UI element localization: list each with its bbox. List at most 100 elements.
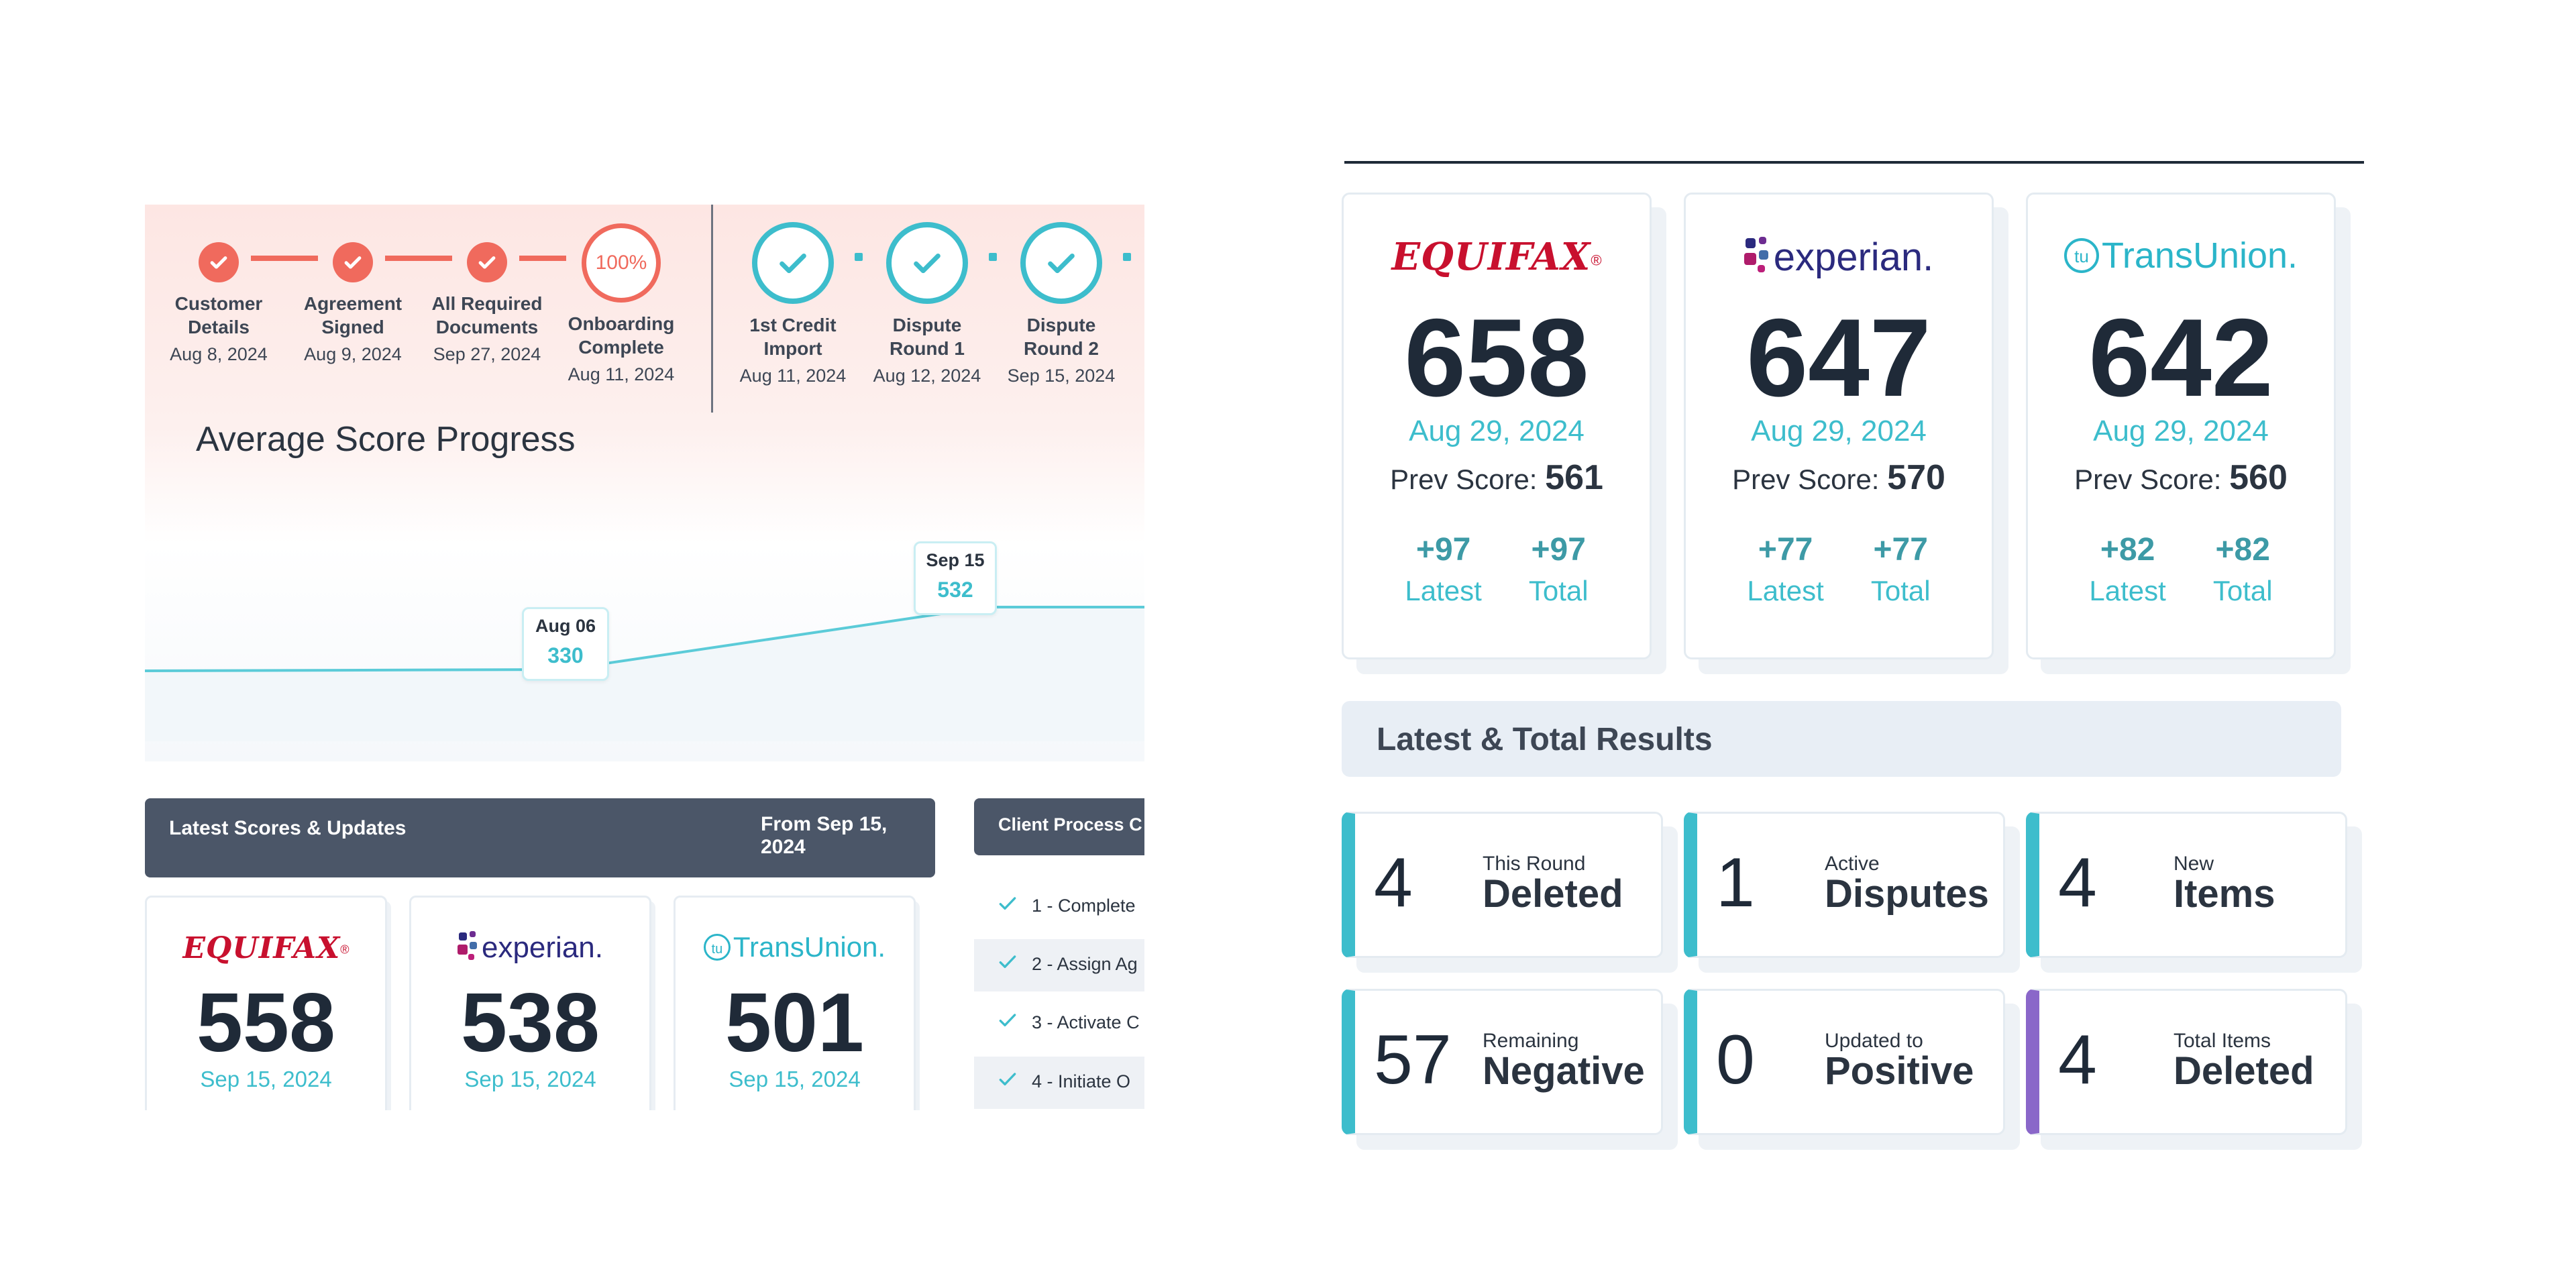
tooltip-value: 532 xyxy=(937,578,973,602)
credit-score: 501 xyxy=(725,977,864,1069)
left-dashboard-panel: Customer Details Aug 8, 2024 Agreement S… xyxy=(145,205,1144,1110)
score-date: Aug 29, 2024 xyxy=(1751,415,1927,447)
result-card-updated-to-positive[interactable]: 0 Updated to Positive xyxy=(1684,989,2005,1135)
timeline-divider xyxy=(711,205,713,413)
timeline-connector xyxy=(385,256,452,261)
timeline-step-dispute-round-1[interactable]: Dispute Round 1 Aug 12, 2024 xyxy=(860,217,994,386)
timeline-step-customer-details[interactable]: Customer Details Aug 8, 2024 xyxy=(152,217,286,365)
chart-tooltip: Aug 06 330 xyxy=(522,607,609,681)
check-icon xyxy=(999,897,1016,910)
previous-score: Prev Score: 570 xyxy=(1732,458,1945,497)
check-icon xyxy=(1020,222,1102,304)
step-date: Sep 15, 2024 xyxy=(1007,366,1116,386)
step-label: Customer Details xyxy=(174,293,263,337)
score-card-transunion[interactable]: tu TransUnion. 501 Sep 15, 2024 xyxy=(674,896,916,1110)
client-process-title: Client Process C xyxy=(998,814,1142,835)
client-process-item[interactable]: 4 - Initiate O xyxy=(974,1057,1144,1109)
latest-scores-title: Latest Scores & Updates xyxy=(169,817,407,839)
result-value: 4 xyxy=(2058,1021,2097,1099)
step-label: All Required Documents xyxy=(431,293,543,337)
step-label: Onboarding Complete xyxy=(568,313,675,358)
score-card-experian[interactable]: experian. 538 Sep 15, 2024 xyxy=(409,896,651,1110)
result-card-active-disputes[interactable]: 1 Active Disputes xyxy=(1684,812,2005,958)
result-sublabel: Updated to xyxy=(1825,1030,1923,1052)
score-changes: +77 Latest +77 Total xyxy=(1686,531,1992,607)
result-value: 4 xyxy=(2058,844,2097,922)
equifax-logo: EQUIFAX® xyxy=(182,931,350,965)
score-date: Sep 15, 2024 xyxy=(200,1067,332,1091)
bureau-score: 658 xyxy=(1404,296,1589,419)
equifax-logo: EQUIFAX® xyxy=(1391,235,1602,279)
step-date: Aug 11, 2024 xyxy=(568,364,675,384)
timeline-dot xyxy=(989,253,997,261)
check-icon xyxy=(999,1014,1016,1026)
result-card-total-items-deleted[interactable]: 4 Total Items Deleted xyxy=(2026,989,2347,1135)
tooltip-value: 330 xyxy=(547,643,584,667)
bureau-score: 647 xyxy=(1746,296,1931,419)
latest-change: +82 Latest xyxy=(2089,532,2166,606)
result-card-this-round-deleted[interactable]: 4 This Round Deleted xyxy=(1342,812,1663,958)
step-date: Aug 12, 2024 xyxy=(873,366,981,386)
check-icon xyxy=(752,222,834,304)
bureau-score: 642 xyxy=(2088,296,2273,419)
result-value: 0 xyxy=(1716,1021,1755,1099)
check-icon xyxy=(467,242,507,282)
timeline-step-dispute-round-2[interactable]: Dispute Round 2 Sep 15, 2024 xyxy=(994,217,1128,386)
timeline-step-onboarding-complete[interactable]: 100% Onboarding Complete Aug 11, 2024 xyxy=(554,217,688,385)
check-icon xyxy=(333,242,373,282)
timeline-dot xyxy=(1123,253,1131,261)
chart-area-fill xyxy=(145,607,1144,741)
tooltip-date: Aug 06 xyxy=(535,616,596,636)
average-score-chart: Average Score Progress Aug 06 330 Sep 15… xyxy=(145,420,1144,761)
step-date: Aug 9, 2024 xyxy=(304,344,402,364)
experian-dots-icon xyxy=(457,931,482,965)
step-label: Agreement Signed xyxy=(303,293,402,337)
bureau-card-equifax[interactable]: EQUIFAX® 658 Aug 29, 2024 Prev Score: 56… xyxy=(1342,193,1652,659)
result-sublabel: Active xyxy=(1825,853,1880,875)
total-change: +82 Total xyxy=(2212,532,2273,606)
check-icon xyxy=(199,242,239,282)
step-label: Dispute Round 2 xyxy=(1024,315,1099,359)
result-value: 57 xyxy=(1374,1021,1452,1099)
bureau-card-experian[interactable]: experian. 647 Aug 29, 2024 Prev Score: 5… xyxy=(1684,193,1994,659)
transunion-logo: tu TransUnion. xyxy=(2028,235,2334,295)
score-changes: +82 Latest +82 Total xyxy=(2028,531,2334,607)
onboarding-timeline: Customer Details Aug 8, 2024 Agreement S… xyxy=(145,205,1144,426)
result-card-remaining-negative[interactable]: 57 Remaining Negative xyxy=(1342,989,1663,1135)
result-value: 1 xyxy=(1716,844,1755,922)
latest-change: +77 Latest xyxy=(1747,532,1824,606)
total-change: +77 Total xyxy=(1870,532,1931,606)
experian-dots-icon xyxy=(1743,236,1774,278)
result-sublabel: New xyxy=(2174,853,2214,875)
transunion-tu-icon: tu xyxy=(2063,238,2099,273)
check-icon xyxy=(999,955,1016,968)
result-label: Deleted xyxy=(1483,872,1623,916)
client-process-item[interactable]: 1 - Complete xyxy=(974,881,1144,933)
timeline-step-agreement-signed[interactable]: Agreement Signed Aug 9, 2024 xyxy=(286,217,420,365)
latest-change: +97 Latest xyxy=(1405,532,1482,606)
result-sublabel: Remaining xyxy=(1483,1030,1579,1052)
score-date: Sep 15, 2024 xyxy=(729,1067,861,1091)
score-card-equifax[interactable]: EQUIFAX® 558 Sep 15, 2024 xyxy=(145,896,387,1110)
chart-tooltip: Sep 15 532 xyxy=(914,541,997,615)
timeline-step-required-documents[interactable]: All Required Documents Sep 27, 2024 xyxy=(420,217,554,365)
result-label: Disputes xyxy=(1825,872,1989,916)
bureau-card-transunion[interactable]: tu TransUnion. 642 Aug 29, 2024 Prev Scor… xyxy=(2026,193,2336,659)
transunion-logo: tu TransUnion. xyxy=(676,931,914,978)
result-value: 4 xyxy=(1374,844,1413,922)
check-icon xyxy=(886,222,968,304)
step-label: Dispute Round 1 xyxy=(890,315,965,359)
timeline-connector xyxy=(519,256,566,261)
check-icon xyxy=(999,1073,1016,1085)
client-process-item[interactable]: 2 - Assign Ag xyxy=(974,939,1144,991)
result-card-new-items[interactable]: 4 New Items xyxy=(2026,812,2347,958)
credit-score: 538 xyxy=(461,977,600,1069)
result-label: Deleted xyxy=(2174,1049,2314,1093)
timeline-step-first-credit-import[interactable]: 1st Credit Import Aug 11, 2024 xyxy=(726,217,860,386)
previous-score: Prev Score: 561 xyxy=(1390,458,1603,497)
client-process-item[interactable]: 3 - Activate C xyxy=(974,998,1144,1050)
tooltip-date: Sep 15 xyxy=(926,550,985,570)
step-date: Aug 11, 2024 xyxy=(739,366,847,386)
result-sublabel: This Round xyxy=(1483,853,1586,875)
timeline-connector xyxy=(251,256,318,261)
